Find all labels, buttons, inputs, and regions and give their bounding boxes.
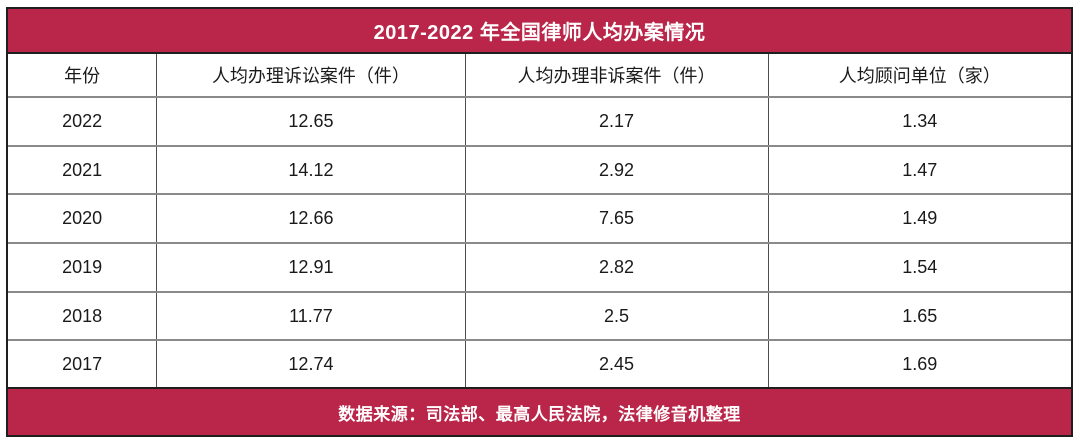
value-cell: 1.34	[767, 96, 1071, 147]
value-cell: 2.82	[464, 242, 769, 293]
table-row: 2020 12.66 7.65 1.49	[8, 193, 1071, 245]
year-cell: 2022	[8, 96, 158, 147]
table-row: 2021 14.12 2.92 1.47	[8, 144, 1071, 196]
value-cell: 1.49	[767, 193, 1071, 245]
column-header: 人均顾问单位（家）	[767, 54, 1071, 98]
table-frame: 2017-2022 年全国律师人均办案情况 年份 人均办理诉讼案件（件） 人均办理非…	[6, 7, 1073, 437]
value-cell: 1.54	[767, 242, 1071, 293]
table-row: 2022 12.65 2.17 1.34	[8, 96, 1071, 147]
table-body: 2022 12.65 2.17 1.34 2021 14.12 2.92 1.47 2020 12…	[8, 96, 1071, 387]
value-cell: 1.47	[767, 144, 1071, 196]
table-row: 2019 12.91 2.82 1.54	[8, 242, 1071, 293]
year-cell: 2018	[8, 290, 158, 342]
source-note: 数据来源：司法部、最高人民法院，法律修音机整理	[338, 404, 741, 424]
value-cell: 7.65	[464, 193, 769, 245]
data-table: 年份 人均办理诉讼案件（件） 人均办理非诉案件（件） 人均顾问单位（家） 2022 12…	[8, 54, 1071, 387]
table-head: 年份 人均办理诉讼案件（件） 人均办理非诉案件（件） 人均顾问单位（家）	[8, 54, 1071, 98]
value-cell: 1.69	[767, 339, 1071, 387]
value-cell: 2.17	[464, 96, 769, 147]
year-cell: 2019	[8, 242, 158, 293]
value-cell: 12.74	[156, 339, 466, 387]
year-cell: 2021	[8, 144, 158, 196]
column-header: 人均办理诉讼案件（件）	[156, 54, 466, 98]
source-footer-bar: 数据来源：司法部、最高人民法院，法律修音机整理	[8, 387, 1071, 435]
value-cell: 11.77	[156, 290, 466, 342]
value-cell: 1.65	[767, 290, 1071, 342]
value-cell: 12.65	[156, 96, 466, 147]
table-title: 2017-2022 年全国律师人均办案情况	[373, 22, 706, 44]
value-cell: 12.91	[156, 242, 466, 293]
value-cell: 12.66	[156, 193, 466, 245]
table-row: 2018 11.77 2.5 1.65	[8, 290, 1071, 342]
table-row: 2017 12.74 2.45 1.69	[8, 339, 1071, 387]
column-header: 人均办理非诉案件（件）	[464, 54, 769, 98]
table-header-row: 年份 人均办理诉讼案件（件） 人均办理非诉案件（件） 人均顾问单位（家）	[8, 54, 1071, 98]
year-cell: 2020	[8, 193, 158, 245]
value-cell: 2.45	[464, 339, 769, 387]
column-header: 年份	[8, 54, 158, 98]
value-cell: 14.12	[156, 144, 466, 196]
table-title-bar: 2017-2022 年全国律师人均办案情况	[8, 9, 1071, 54]
year-cell: 2017	[8, 339, 158, 387]
value-cell: 2.5	[464, 290, 769, 342]
data-table-wrapper: 年份 人均办理诉讼案件（件） 人均办理非诉案件（件） 人均顾问单位（家） 2022 12…	[8, 54, 1071, 387]
value-cell: 2.92	[464, 144, 769, 196]
